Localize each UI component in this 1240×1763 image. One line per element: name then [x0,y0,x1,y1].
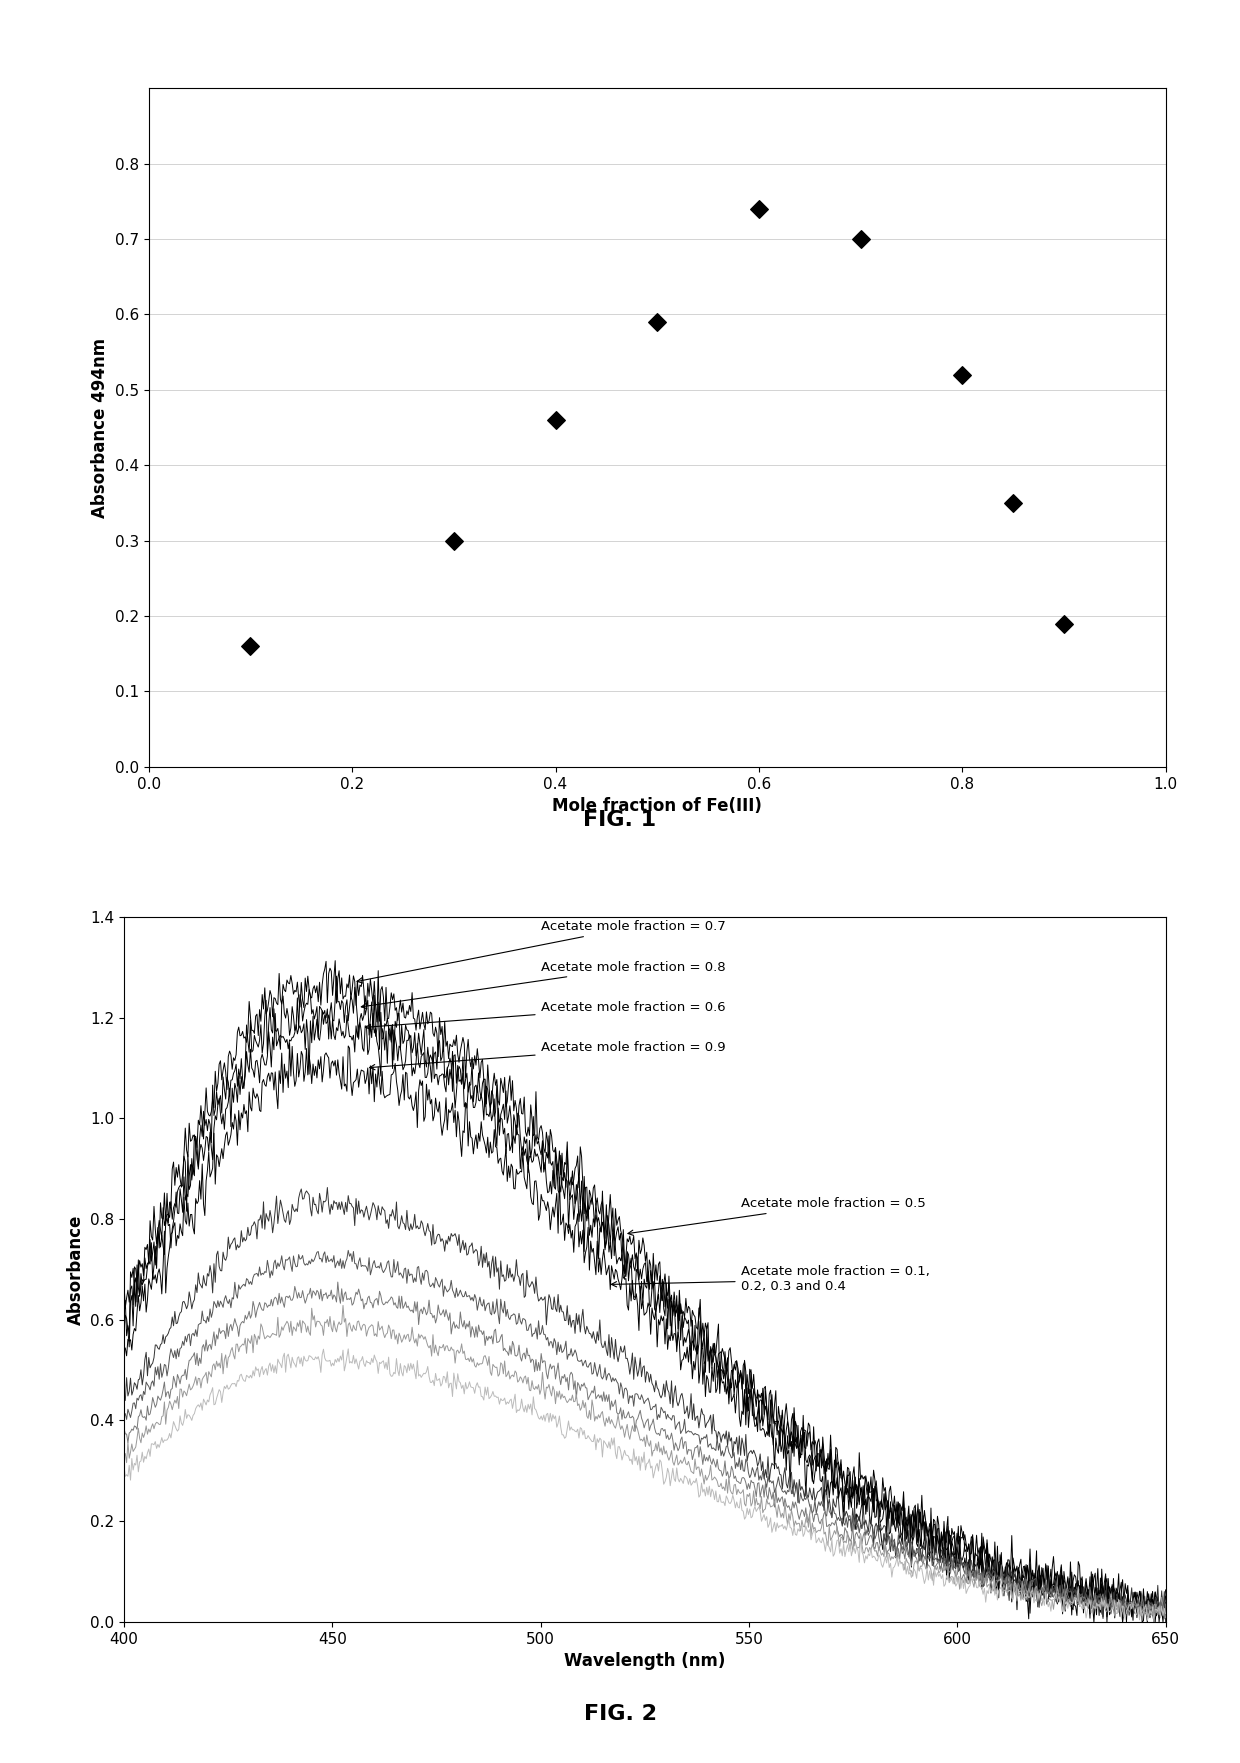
Text: Acetate mole fraction = 0.9: Acetate mole fraction = 0.9 [370,1042,725,1070]
Point [952,361,972,390]
Point [1054,610,1074,638]
X-axis label: Wavelength (nm): Wavelength (nm) [564,1652,725,1670]
Point [444,527,464,555]
Y-axis label: Absorbance: Absorbance [67,1215,84,1324]
Text: Acetate mole fraction = 0.6: Acetate mole fraction = 0.6 [366,1001,725,1030]
Text: FIG. 2: FIG. 2 [584,1703,656,1724]
Text: FIG. 1: FIG. 1 [584,809,656,830]
Point [749,194,769,222]
Point [1003,488,1023,517]
Point [241,633,260,661]
Text: Acetate mole fraction = 0.7: Acetate mole fraction = 0.7 [357,920,725,984]
Point [647,309,667,337]
Y-axis label: Absorbance 494nm: Absorbance 494nm [92,337,109,518]
X-axis label: Mole fraction of Fe(III): Mole fraction of Fe(III) [552,797,763,815]
Text: Acetate mole fraction = 0.8: Acetate mole fraction = 0.8 [361,961,725,1008]
Text: Acetate mole fraction = 0.5: Acetate mole fraction = 0.5 [627,1197,925,1236]
Point [546,405,565,434]
Point [851,226,870,254]
Text: Acetate mole fraction = 0.1,
0.2, 0.3 and 0.4: Acetate mole fraction = 0.1, 0.2, 0.3 an… [611,1266,930,1294]
